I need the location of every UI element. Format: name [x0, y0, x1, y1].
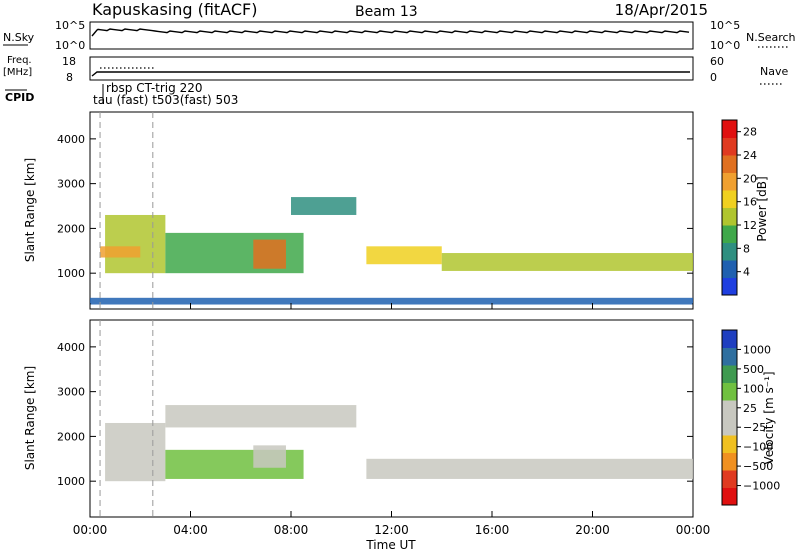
echo-band: [105, 422, 166, 482]
colorbar-cell: [722, 137, 737, 156]
power-panel: 1000 2000 3000 4000 Slant Range [km]: [23, 111, 694, 310]
colorbar-tick-label: 100: [743, 382, 764, 395]
power-colorbar-label: Power [dB]: [755, 176, 769, 241]
power-colorbar: 4 8 12 16 20 24 28 Power [dB]: [721, 119, 769, 296]
y-tick-label: 4000: [57, 133, 85, 146]
colorbar-cell: [722, 242, 737, 261]
x-tick-label: 00:00: [73, 523, 108, 537]
date-label: 18/Apr/2015: [615, 1, 708, 19]
colorbar-cell: [722, 172, 737, 191]
nave-tick-bottom: 0: [710, 71, 717, 84]
colorbar-cell: [722, 120, 737, 138]
velocity-colorbar: 1000 500 100 25 −25 −100 −500 −1000 Velocity [m…: [721, 329, 780, 506]
colorbar-cell: [722, 400, 737, 418]
colorbar-cell: [722, 487, 737, 506]
colorbar-tick-label: −1000: [743, 480, 780, 493]
colorbar-tick-label: 25: [743, 402, 757, 415]
freq-label-2: [MHz]: [3, 67, 32, 78]
colorbar-tick-label: 12: [743, 219, 757, 232]
freq-label-1: Freq.: [7, 55, 32, 66]
y-tick-label: 2000: [57, 222, 85, 235]
colorbar-cell: [722, 382, 737, 401]
cpid-block: CPID rbsp CT-trig 220 tau (fast) t503(fa…: [5, 81, 238, 107]
y-tick-label: 3000: [57, 178, 85, 191]
x-tick-label: 00:00: [676, 523, 711, 537]
velocity-echoes: [105, 405, 693, 482]
echo-band: [441, 253, 693, 271]
nsearch-tick-top: 10^5: [710, 19, 740, 32]
colorbar-tick-label: 4: [743, 266, 750, 279]
colorbar-cell: [722, 225, 737, 243]
echo-band: [366, 458, 693, 479]
colorbar-cell: [722, 435, 737, 453]
x-tick-label: 20:00: [575, 523, 610, 537]
nave-label: Nave: [760, 65, 788, 78]
velocity-x-ticks: 00:00 04:00 08:00 12:00 16:00 20:00 00:00: [73, 511, 711, 537]
echo-band: [165, 405, 357, 428]
freq-tick-top: 18: [62, 55, 76, 68]
x-tick-label: 12:00: [374, 523, 409, 537]
time-xlabel: Time UT: [365, 538, 416, 552]
colorbar-cell: [722, 277, 737, 296]
nsky-panel: N.Sky 10^5 10^0 10^5 10^0 N.Search: [3, 19, 796, 52]
colorbar-tick-label: −25: [743, 421, 766, 434]
nsky-label: N.Sky: [3, 31, 35, 44]
y-tick-label: 4000: [57, 341, 85, 354]
echo-band: [253, 239, 286, 269]
colorbar-cell: [722, 155, 737, 173]
colorbar-cell: [722, 470, 737, 488]
echo-band: [100, 246, 141, 258]
colorbar-tick-label: 28: [743, 126, 757, 139]
echo-band: [105, 214, 166, 274]
echo-band: [366, 246, 442, 265]
beam-label: Beam 13: [355, 4, 418, 20]
station-title: Kapuskasing (fitACF): [92, 0, 257, 19]
colorbar-cell: [722, 330, 737, 348]
x-tick-label: 04:00: [173, 523, 208, 537]
colorbar-tick-label: −500: [743, 460, 773, 473]
freq-panel: Freq. [MHz] 18 8 60 0 Nave: [3, 55, 788, 85]
nsearch-label: N.Search: [746, 31, 796, 44]
x-tick-label: 08:00: [274, 523, 309, 537]
y-tick-label: 3000: [57, 386, 85, 399]
colorbar-tick-label: 1000: [743, 343, 771, 356]
colorbar-cell: [722, 452, 737, 471]
power-x-ticks: [89, 303, 694, 309]
colorbar-tick-label: 16: [743, 196, 757, 209]
cpid-line-2: tau (fast) t503(fast) 503: [93, 93, 238, 107]
colorbar-cell: [722, 365, 737, 383]
nsearch-tick-bottom: 10^0: [710, 39, 740, 52]
power-y-ticks: 1000 2000 3000 4000: [57, 133, 693, 280]
colorbar-tick-label: 20: [743, 172, 757, 185]
colorbar-cell: [722, 207, 737, 226]
colorbar-tick-label: 8: [743, 242, 750, 255]
echo-band: [291, 197, 357, 215]
echo-band: [90, 297, 693, 305]
y-tick-label: 2000: [57, 430, 85, 443]
cpid-label: CPID: [5, 91, 34, 104]
velocity-y-ticks: 1000 2000 3000 4000: [57, 341, 693, 488]
freq-tick-bottom: 8: [66, 71, 73, 84]
colorbar-tick-label: 24: [743, 149, 757, 162]
velocity-colorbar-label: Velocity [m s⁻¹]: [762, 371, 776, 464]
cpid-line-1: rbsp CT-trig 220: [106, 81, 202, 95]
colorbar-cell: [722, 347, 737, 366]
colorbar-cell: [722, 417, 737, 436]
velocity-ylabel: Slant Range [km]: [23, 366, 37, 470]
colorbar-tick-label: 500: [743, 363, 764, 376]
echo-band: [253, 445, 286, 468]
power-echoes: [90, 197, 693, 305]
power-ylabel: Slant Range [km]: [23, 158, 37, 262]
colorbar-cell: [722, 260, 737, 278]
nave-tick-top: 60: [710, 55, 724, 68]
colorbar-cell: [722, 190, 737, 208]
y-tick-label: 1000: [57, 267, 85, 280]
nsky-tick-bottom: 10^0: [55, 39, 85, 52]
nsky-tick-top: 10^5: [55, 19, 85, 32]
colorbar-tick-label: −100: [743, 441, 773, 454]
y-tick-label: 1000: [57, 475, 85, 488]
x-tick-label: 16:00: [475, 523, 510, 537]
velocity-panel: 1000 2000 3000 4000 00:00 04:00 08:00 12:00 16:…: [23, 319, 711, 552]
